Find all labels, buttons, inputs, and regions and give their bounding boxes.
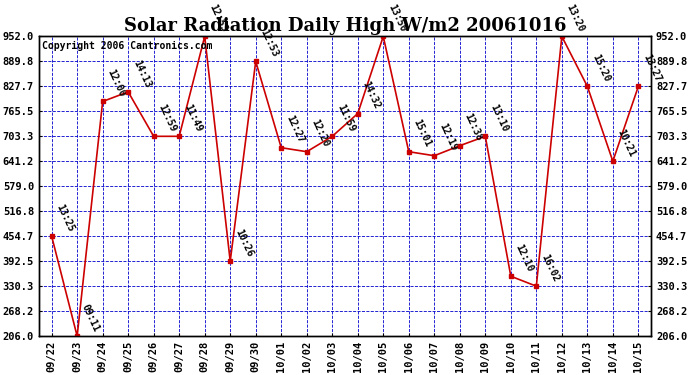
- Text: 11:59: 11:59: [335, 103, 357, 134]
- Text: 12:38: 12:38: [462, 112, 484, 143]
- Text: 13:50: 13:50: [386, 3, 408, 34]
- Text: 13:20: 13:20: [564, 3, 586, 34]
- Text: 10:26: 10:26: [233, 228, 255, 258]
- Text: 13:10: 13:10: [488, 103, 509, 134]
- Text: 12:00: 12:00: [106, 68, 127, 99]
- Text: 09:11: 09:11: [80, 303, 101, 333]
- Text: 14:32: 14:32: [361, 80, 382, 111]
- Text: 12:59: 12:59: [157, 103, 178, 134]
- Text: 15:01: 15:01: [411, 118, 433, 149]
- Title: Solar Radiation Daily High W/m2 20061016: Solar Radiation Daily High W/m2 20061016: [124, 17, 566, 35]
- Text: 12:10: 12:10: [513, 243, 535, 273]
- Text: Copyright 2006 Cantronics.com: Copyright 2006 Cantronics.com: [42, 41, 213, 51]
- Text: 12:20: 12:20: [310, 118, 331, 149]
- Text: 12:53: 12:53: [208, 3, 229, 34]
- Text: 10:21: 10:21: [615, 128, 637, 159]
- Text: 12:53: 12:53: [259, 28, 280, 58]
- Text: 11:49: 11:49: [182, 103, 204, 134]
- Text: 13:27: 13:27: [641, 53, 662, 84]
- Text: 16:02: 16:02: [539, 252, 560, 284]
- Text: 14:13: 14:13: [131, 58, 152, 89]
- Text: 13:25: 13:25: [55, 202, 76, 233]
- Text: 15:20: 15:20: [590, 53, 611, 84]
- Text: 12:27: 12:27: [284, 114, 306, 145]
- Text: 12:19: 12:19: [437, 122, 459, 153]
